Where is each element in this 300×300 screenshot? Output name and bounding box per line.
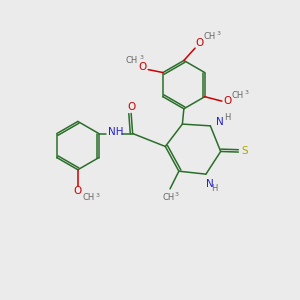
Text: 3: 3 xyxy=(216,32,220,37)
Text: O: O xyxy=(138,62,146,72)
Text: H: H xyxy=(224,113,230,122)
Text: 3: 3 xyxy=(245,90,249,95)
Text: S: S xyxy=(242,146,248,157)
Text: N: N xyxy=(216,117,224,127)
Text: CH: CH xyxy=(203,32,215,41)
Text: CH: CH xyxy=(126,56,138,65)
Text: 3: 3 xyxy=(140,55,144,60)
Text: O: O xyxy=(74,186,82,196)
Text: 3: 3 xyxy=(175,192,178,197)
Text: CH: CH xyxy=(83,193,95,202)
Text: CH: CH xyxy=(232,91,244,100)
Text: O: O xyxy=(195,38,204,48)
Text: O: O xyxy=(223,95,231,106)
Text: H: H xyxy=(212,184,218,194)
Text: O: O xyxy=(127,102,135,112)
Text: 3: 3 xyxy=(96,193,100,198)
Text: CH: CH xyxy=(162,193,175,202)
Text: NH: NH xyxy=(108,127,124,137)
Text: N: N xyxy=(206,178,213,189)
